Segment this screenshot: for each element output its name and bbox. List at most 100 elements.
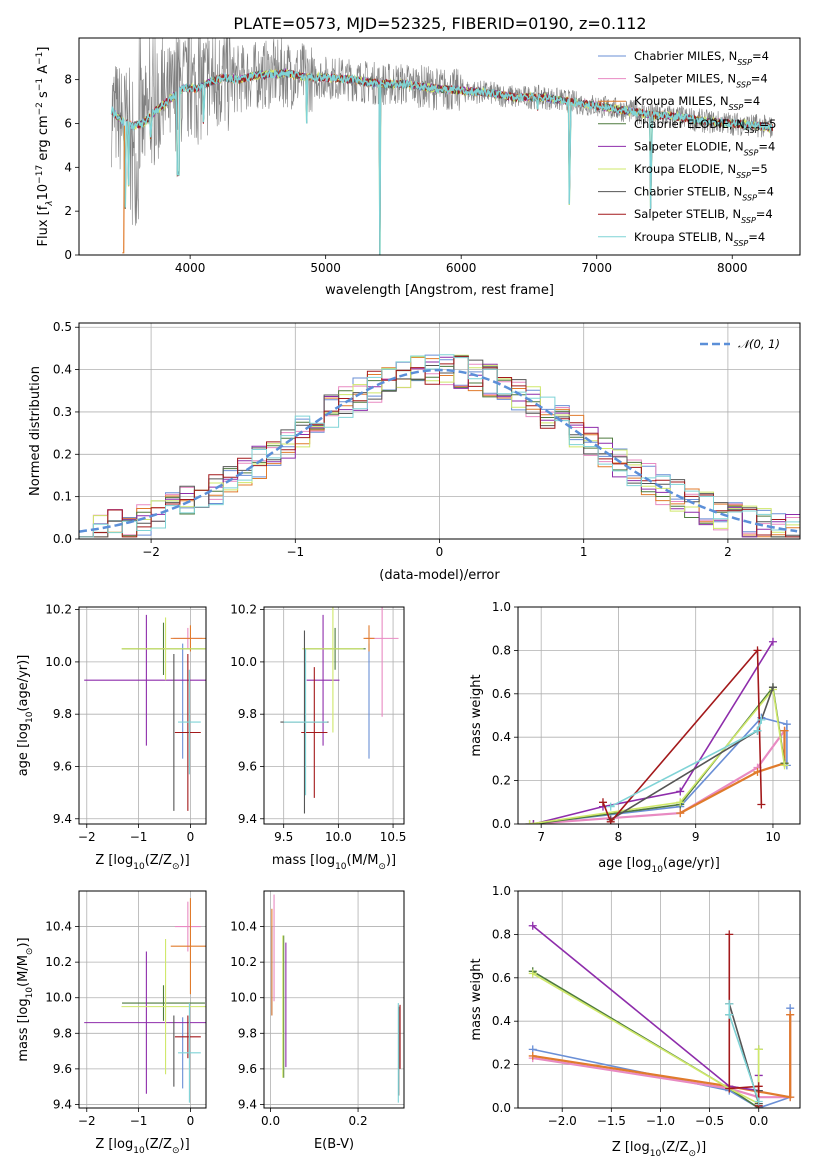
age_vs_Z-ytick-label: 9.8 (53, 707, 72, 721)
mass-weight-line-kroupa_miles (532, 1014, 792, 1099)
mass-weight-marker-chabrier_stelib (768, 683, 777, 692)
massweight_vs_Z-plot-area (528, 921, 795, 1108)
mass_vs_Z-frame (78, 890, 207, 1109)
residuals-ytick-label: 0.4 (53, 363, 72, 377)
age_vs_mass-frame (263, 606, 405, 825)
legend-entry: Kroupa ELODIE, NSSP=5 (634, 162, 768, 180)
massweight_vs_age-plot-area (525, 637, 791, 824)
massweight_vs_age-ytick-label: 0.4 (492, 730, 511, 744)
mass-weight-marker-kroupa_stelib (753, 726, 762, 735)
spectrum-ytick-label: 8 (64, 73, 72, 87)
massweight_vs_age-ytick-label: 1.0 (492, 600, 511, 614)
spectrum-xlabel: wavelength [Angstrom, rest frame] (325, 283, 554, 298)
massweight_vs_Z-ylabel: mass weight (469, 958, 484, 1040)
mass_vs_Z-ytick-label: 10.4 (45, 920, 72, 934)
legend-entry: Chabrier STELIB, NSSP=4 (634, 185, 774, 203)
mass_vs_Z-ytick-label: 9.6 (53, 1062, 72, 1076)
massweight_vs_Z-ytick-label: 0.4 (492, 1014, 511, 1028)
mass_vs_ebv-ytick-label: 9.4 (238, 1097, 257, 1111)
age_vs_mass-ytick-label: 9.8 (238, 707, 257, 721)
mass_vs_ebv-xtick-label: 0.0 (261, 1114, 280, 1128)
mass-weight-marker-kroupa_elodie (525, 820, 534, 824)
age_vs_Z-ylabel: age [log10(age/yr)] (16, 655, 35, 777)
legend-entry: Chabrier MILES, NSSP=4 (634, 49, 769, 67)
spectrum-xtick-label: 4000 (175, 261, 206, 275)
massweight_vs_Z-ytick-label: 0.6 (492, 971, 511, 985)
legend-entry: Kroupa MILES, NSSP=4 (634, 94, 760, 112)
mass-weight-line-kroupa_elodie (532, 972, 760, 1106)
mass_vs_ebv-ytick-label: 10.0 (230, 991, 257, 1005)
mass-weight-marker-kroupa_stelib (754, 1097, 763, 1106)
massweight_vs_Z-xtick-label: −1.0 (646, 1114, 675, 1128)
mass_vs_Z-ytick-label: 9.8 (53, 1026, 72, 1040)
massweight_vs_Z-xtick-label: −2.0 (548, 1114, 577, 1128)
mass_vs_ebv-ytick-label: 10.4 (230, 920, 257, 934)
spectrum-legend: Chabrier MILES, NSSP=4 Salpeter MILES, NS… (598, 49, 776, 247)
massweight_vs_age-ylabel: mass weight (469, 674, 484, 756)
massweight_vs_age-xlabel: age [log10(age/yr)] (598, 856, 720, 875)
residuals-ytick-label: 0.5 (53, 320, 72, 334)
legend-entry: Chabrier ELODIE, NSSP=5 (634, 117, 776, 135)
spectrum-ylabel: Flux [fλ10−17 erg cm−2 s−1 A−1] (35, 47, 55, 247)
histogram-salpeter_stelib (79, 356, 800, 538)
massweight_vs_Z-ytick-label: 1.0 (492, 884, 511, 898)
mass-weight-marker-kroupa_miles (676, 809, 685, 818)
massweight_vs_Z-ytick-label: 0.8 (492, 927, 511, 941)
age_vs_mass-ytick-label: 10.0 (230, 655, 257, 669)
spectrum-feature (122, 125, 126, 254)
residuals-xtick-label: −1 (286, 545, 304, 559)
massweight_vs_age-ytick-label: 0.8 (492, 643, 511, 657)
mass-weight-marker-salpeter_stelib (757, 800, 766, 809)
massweight_vs_age-ytick-label: 0.0 (492, 817, 511, 831)
mass_vs_ebv-ytick-label: 9.8 (238, 1026, 257, 1040)
mass-weight-marker-salpeter_elodie (529, 820, 538, 824)
mass-weight-marker-kroupa_miles (528, 1051, 537, 1060)
mass_vs_ebv-xtick-label: 0.2 (349, 1114, 368, 1128)
age_vs_mass-ytick-label: 9.4 (238, 812, 257, 826)
mass_vs_Z-plot-area (84, 898, 206, 1103)
mass_vs_Z-xtick-label: −2 (78, 1114, 96, 1128)
mass_vs_Z-ytick-label: 10.0 (45, 991, 72, 1005)
mass-weight-marker-kroupa_elodie (676, 798, 685, 807)
residuals-ytick-label: 0.1 (53, 490, 72, 504)
massweight_vs_Z-ytick-label: 0.2 (492, 1058, 511, 1072)
spectrum-ytick-label: 4 (64, 160, 72, 174)
mass-weight-marker-kroupa_elodie (780, 761, 789, 770)
residuals-xtick-label: 2 (724, 545, 732, 559)
residuals-ytick-label: 0.2 (53, 447, 72, 461)
massweight_vs_age-xtick-label: 8 (615, 830, 623, 844)
spectrum-frame (78, 37, 801, 256)
spectrum-ytick-label: 2 (64, 204, 72, 218)
mass-weight-marker-kroupa_miles (786, 1093, 795, 1102)
mass-weight-marker-kroupa_elodie (528, 969, 537, 978)
mass-weight-marker-salpeter_stelib (598, 798, 607, 807)
age_vs_mass-xtick-label: 9.5 (274, 830, 293, 844)
age_vs_Z-xlabel: Z [log10(Z/Z⊙)] (95, 853, 189, 872)
legend-entry: Salpeter MILES, NSSP=4 (634, 72, 768, 90)
massweight_vs_Z-xtick-label: 0.0 (749, 1114, 768, 1128)
histogram-kroupa_stelib (79, 354, 800, 538)
legend-entry: Salpeter ELODIE, NSSP=4 (634, 139, 775, 157)
massweight_vs_Z-axes: −2.0 −1.5 −1.0 −0.5 0.0 0.0 0.2 0.4 0.6 0.8 1.0 Z [… (469, 884, 801, 1159)
figure-title: PLATE=0573, MJD=52325, FIBERID=0190, z=0… (233, 14, 646, 33)
mass-weight-marker-salpeter_elodie (768, 637, 777, 646)
residuals-ylabel: Normed distribution (28, 366, 43, 496)
massweight_vs_age-frame (517, 606, 801, 825)
age_vs_mass-ytick-label: 9.6 (238, 759, 257, 773)
age_vs_mass-axes: 9.5 10.0 10.5 9.4 9.6 9.8 10.0 10.2 mass [log10(… (230, 603, 406, 872)
massweight_vs_age-ytick-label: 0.2 (492, 774, 511, 788)
residuals-xtick-label: 1 (580, 545, 588, 559)
massweight_vs_Z-xlabel: Z [log10(Z/Z⊙)] (612, 1140, 706, 1159)
mass-weight-marker-salpeter_stelib (606, 817, 615, 824)
massweight_vs_age-axes: 7 8 9 10 0.0 0.2 0.4 0.6 0.8 1.0 age [log10(age/yr… (469, 600, 801, 875)
massweight_vs_age-ytick-label: 0.6 (492, 687, 511, 701)
mass-weight-marker-salpeter_stelib (753, 646, 762, 655)
spectrum-model-kroupa_stelib (110, 69, 773, 255)
massweight_vs_Z-xtick-label: −1.5 (597, 1114, 626, 1128)
mass-weight-marker-kroupa_stelib (757, 715, 766, 724)
residuals-xtick-label: −2 (142, 545, 160, 559)
mass-weight-line-salpeter_elodie (533, 641, 774, 824)
mass_vs_Z-axes: −2 −1 0 9.4 9.6 9.8 10.0 10.2 10.4 Z [log10(Z/Z⊙)… (16, 890, 207, 1156)
residuals-ytick-label: 0.3 (53, 405, 72, 419)
legend-entry: Kroupa STELIB, NSSP=4 (634, 230, 765, 248)
